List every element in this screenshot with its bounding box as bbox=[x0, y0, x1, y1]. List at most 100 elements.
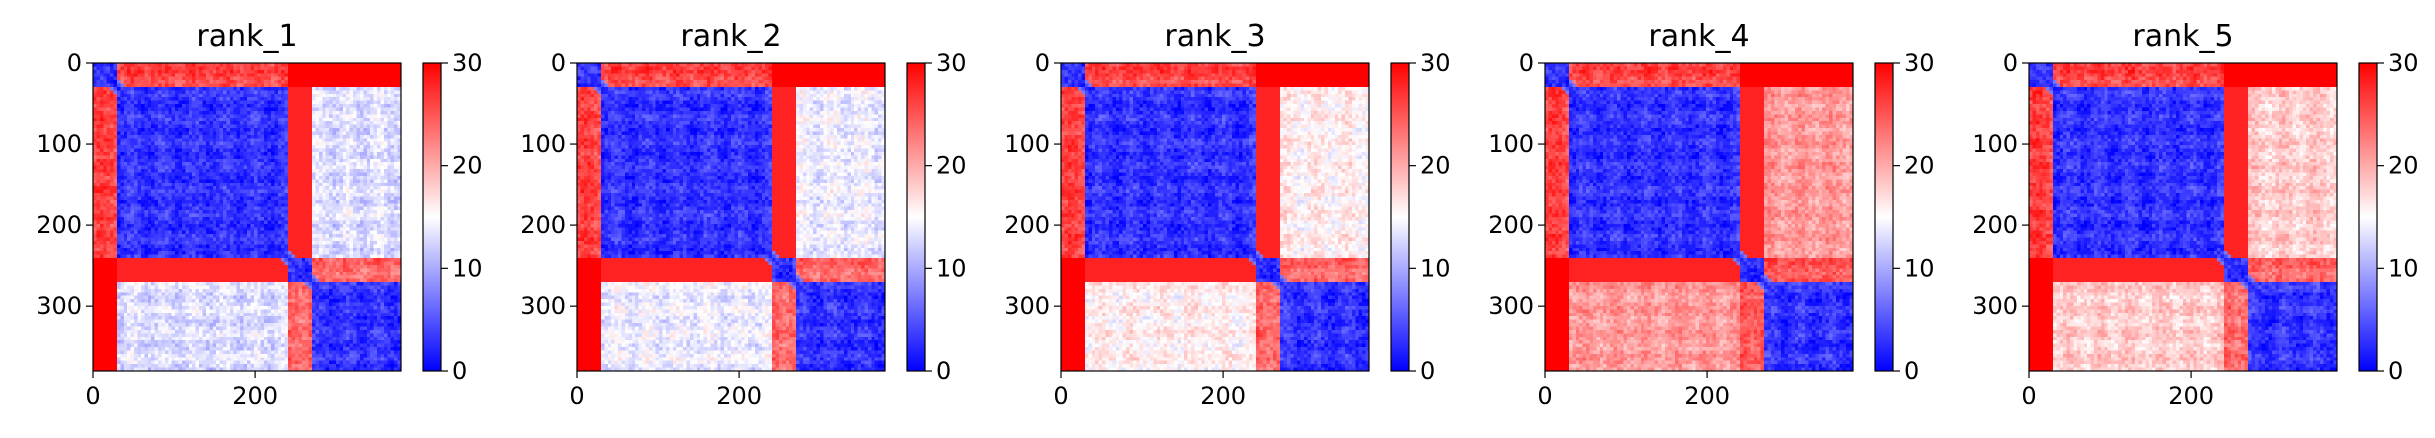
heatmap-cell bbox=[357, 66, 361, 70]
heatmap-cell bbox=[394, 90, 398, 94]
heatmap-cell bbox=[206, 94, 210, 98]
heatmap-cell bbox=[384, 90, 388, 94]
heatmap-cell bbox=[100, 84, 104, 88]
heatmap-cell bbox=[179, 80, 183, 84]
heatmap-cell bbox=[240, 77, 244, 81]
heatmap-cell bbox=[281, 77, 285, 81]
heatmap-cell bbox=[175, 77, 179, 81]
heatmap-cell bbox=[134, 80, 138, 84]
heatmap-cell bbox=[384, 66, 388, 70]
heatmap-cell bbox=[230, 70, 234, 74]
heatmap-cell bbox=[237, 80, 241, 84]
heatmap-cell bbox=[209, 87, 213, 91]
heatmap-cell bbox=[244, 80, 248, 84]
heatmap-cell bbox=[333, 66, 337, 70]
heatmap-cell bbox=[257, 80, 261, 84]
heatmap-cell bbox=[357, 90, 361, 94]
heatmap-cell bbox=[374, 73, 378, 77]
heatmap-cell bbox=[285, 84, 289, 88]
heatmap-cell bbox=[274, 66, 278, 70]
heatmap-cell bbox=[151, 94, 155, 98]
heatmap-cell bbox=[103, 84, 107, 88]
heatmap-cell bbox=[281, 90, 285, 94]
heatmap-cell bbox=[346, 80, 350, 84]
heatmap-cell bbox=[120, 87, 124, 91]
heatmap-cell bbox=[257, 70, 261, 74]
heatmap-cell bbox=[309, 73, 313, 77]
heatmap-cell bbox=[209, 84, 213, 88]
heatmap-cell bbox=[199, 70, 203, 74]
heatmap-cell bbox=[233, 77, 237, 81]
heatmap-cell bbox=[326, 84, 330, 88]
heatmap-cell bbox=[124, 87, 128, 91]
heatmap-cell bbox=[131, 70, 135, 74]
heatmap-cell bbox=[237, 70, 241, 74]
heatmap-cell bbox=[254, 66, 258, 70]
heatmap-cell bbox=[206, 77, 210, 81]
heatmap-cell bbox=[96, 87, 100, 91]
heatmap-cell bbox=[110, 94, 114, 98]
heatmap-cell bbox=[281, 80, 285, 84]
heatmap-cell bbox=[110, 97, 114, 101]
heatmap-cell bbox=[117, 84, 121, 88]
heatmap-cell bbox=[192, 87, 196, 91]
heatmap-cell bbox=[312, 73, 316, 77]
heatmap-cell bbox=[274, 73, 278, 77]
heatmap-cell bbox=[268, 80, 272, 84]
heatmap-cell bbox=[168, 66, 172, 70]
heatmap-cell bbox=[230, 66, 234, 70]
heatmap-cell bbox=[350, 77, 354, 81]
heatmap-cell bbox=[107, 73, 111, 77]
heatmap-cell bbox=[233, 84, 237, 88]
heatmap-cell bbox=[264, 66, 268, 70]
heatmap-cell bbox=[254, 80, 258, 84]
heatmap-cell bbox=[158, 70, 162, 74]
heatmap-cell bbox=[189, 73, 193, 77]
heatmap-cell bbox=[298, 77, 302, 81]
heatmap-cell bbox=[103, 90, 107, 94]
heatmap-cell bbox=[302, 77, 306, 81]
heatmap-cell bbox=[110, 87, 114, 91]
heatmap-cell bbox=[380, 80, 384, 84]
heatmap-cell bbox=[110, 90, 114, 94]
heatmap-cell bbox=[216, 84, 220, 88]
heatmap-cell bbox=[394, 70, 398, 74]
heatmap-cell bbox=[298, 87, 302, 91]
heatmap-cell bbox=[363, 73, 367, 77]
heatmap-cell bbox=[148, 77, 152, 81]
heatmap-cell bbox=[179, 87, 183, 91]
heatmap-cell bbox=[226, 77, 230, 81]
heatmap-cell bbox=[247, 70, 251, 74]
heatmap-cell bbox=[155, 80, 159, 84]
heatmap-cell bbox=[158, 87, 162, 91]
heatmap-cell bbox=[137, 73, 141, 77]
heatmap-cell bbox=[298, 73, 302, 77]
heatmap-cell bbox=[124, 66, 128, 70]
heatmap-cell bbox=[137, 66, 141, 70]
heatmap-cell bbox=[326, 90, 330, 94]
heatmap-cell bbox=[107, 77, 111, 81]
heatmap-cell bbox=[261, 70, 265, 74]
heatmap-cell bbox=[117, 87, 121, 91]
heatmap-cell bbox=[192, 77, 196, 81]
heatmap-cell bbox=[319, 66, 323, 70]
heatmap-cell bbox=[360, 73, 364, 77]
heatmap-cell bbox=[367, 66, 371, 70]
heatmap-cell bbox=[291, 73, 295, 77]
heatmap-cell bbox=[185, 77, 189, 81]
heatmap-cell bbox=[367, 70, 371, 74]
heatmap-cell bbox=[336, 70, 340, 74]
heatmap-cell bbox=[268, 77, 272, 81]
heatmap-cell bbox=[131, 66, 135, 70]
heatmap-cell bbox=[370, 66, 374, 70]
heatmap-cell bbox=[394, 77, 398, 81]
heatmap-cell bbox=[295, 70, 299, 74]
heatmap-cell bbox=[141, 87, 145, 91]
heatmap-cell bbox=[103, 97, 107, 101]
heatmap-cell bbox=[387, 73, 391, 77]
heatmap-cell bbox=[261, 90, 265, 94]
heatmap-cell bbox=[302, 87, 306, 91]
heatmap-cell bbox=[175, 87, 179, 91]
heatmap-cell bbox=[120, 80, 124, 84]
heatmap-cell bbox=[315, 73, 319, 77]
